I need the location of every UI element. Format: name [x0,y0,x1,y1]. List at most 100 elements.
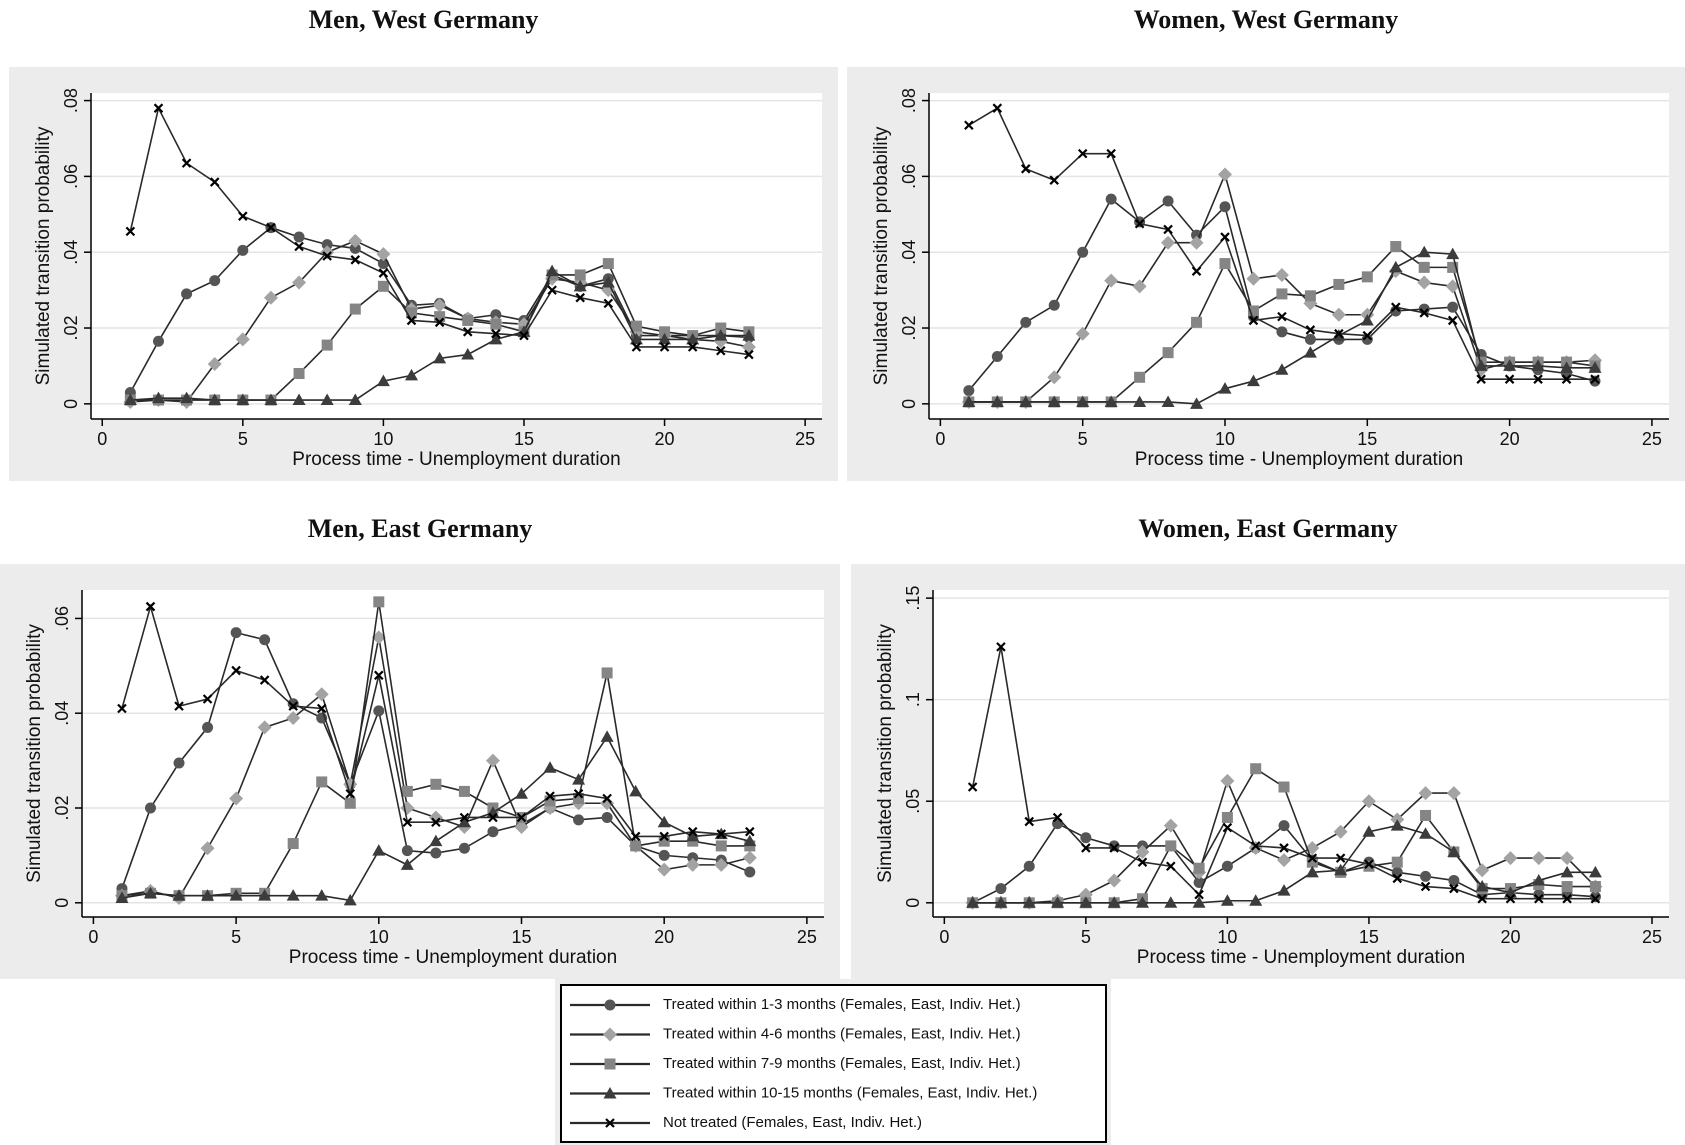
data-point [209,275,221,287]
data-point [259,634,271,646]
data-point [742,850,757,865]
y-tick-label: .06 [899,164,919,189]
data-point [1162,347,1174,359]
y-tick-label: .06 [52,606,72,631]
plot-area [933,590,1669,917]
data-point [1052,812,1063,823]
plot-area [91,93,822,419]
data-point [462,314,474,326]
data-point [1163,224,1173,235]
data-point [434,311,446,323]
data-point [1048,299,1060,311]
data-point [237,244,249,256]
data-point [1474,359,1488,371]
data-point [457,815,471,828]
data-point [294,241,304,252]
data-point [458,842,470,854]
data-point [657,862,672,877]
data-point [1475,880,1489,892]
data-point [1137,857,1148,867]
x-axis-label: Process time - Unemployment duration [1137,947,1465,968]
data-point [1333,278,1345,290]
data-point [1390,241,1402,253]
data-point [1274,267,1289,282]
data-point [490,318,502,330]
data-point [996,642,1006,652]
data-point [601,667,613,679]
data-point [1560,851,1575,866]
data-point [1080,832,1092,844]
data-point [1248,315,1259,326]
data-point [1191,316,1203,328]
data-point [123,393,137,406]
data-point [744,866,756,878]
data-point [1218,382,1232,394]
data-point [320,393,334,406]
data-point [1076,395,1090,407]
data-point [1448,874,1460,886]
data-point [1303,346,1317,358]
chart-title: Women, East Germany [1138,514,1397,543]
data-point [1222,822,1233,833]
data-point [1446,247,1460,260]
data-point [994,896,1008,908]
data-point [263,290,278,305]
data-point [1276,288,1288,300]
data-point [547,285,557,295]
data-point [1189,235,1204,250]
data-point [1362,330,1373,341]
data-point [1417,275,1432,290]
x-tick-label: 5 [231,927,241,947]
data-point [152,335,164,347]
data-point [1534,893,1544,904]
data-point [1109,843,1119,853]
legend-marker [603,1027,617,1042]
x-tick-label: 20 [1500,927,1520,947]
x-tick-label: 5 [1078,429,1088,449]
data-point [401,785,413,797]
data-point [600,730,614,742]
data-point [430,778,442,790]
data-point [1077,148,1088,159]
data-point [1589,881,1601,893]
data-point [1079,896,1093,908]
x-tick-label: 0 [939,927,949,947]
data-point [995,883,1007,895]
data-point [200,841,215,856]
data-point [377,280,389,292]
data-point [516,812,527,823]
panel: Men, East Germany 0 .02 .04 .06 0 5 10 15 20 25 Pro… [0,514,840,979]
plot-area [82,590,824,917]
y-tick-label: 0 [903,898,923,908]
data-point [687,342,698,352]
data-point [491,328,501,339]
data-point [345,789,356,799]
data-point [1361,794,1376,809]
data-point [714,857,729,872]
data-point [172,889,186,901]
y-axis-label: Simulated transition probability [24,624,45,883]
data-point [1391,856,1403,868]
data-point [378,268,389,278]
data-point [543,761,557,773]
data-point [316,776,328,788]
data-point [1449,883,1459,894]
data-point [485,753,500,768]
data-point [1531,851,1546,866]
data-point [315,889,329,901]
data-point [1193,876,1205,888]
y-tick-label: .02 [899,316,919,341]
chart-title: Men, West Germany [309,5,539,34]
data-point [1166,861,1176,872]
data-point [1107,873,1122,888]
data-point [488,812,498,823]
data-point [1075,326,1090,341]
data-point [1362,825,1376,837]
data-point [545,264,559,277]
data-point [350,255,361,265]
data-point [1392,873,1403,884]
data-point [208,393,222,406]
data-point [173,757,185,769]
data-point [1304,290,1316,302]
x-tick-label: 20 [1500,429,1520,449]
